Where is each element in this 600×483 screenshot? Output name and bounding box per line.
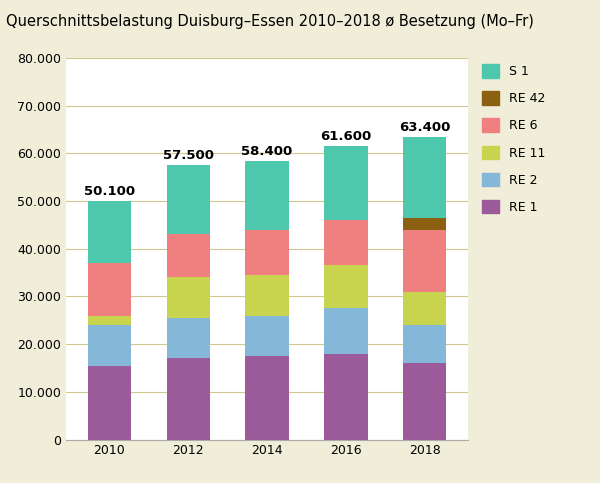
Bar	[245, 275, 289, 315]
Text: 50.100: 50.100	[84, 185, 135, 198]
Bar	[403, 137, 446, 218]
Bar	[88, 315, 131, 325]
Bar	[324, 146, 368, 220]
Bar	[403, 325, 446, 363]
Bar	[167, 318, 210, 358]
Text: 63.400: 63.400	[399, 121, 451, 134]
Bar	[88, 263, 131, 315]
Bar	[324, 308, 368, 354]
Bar	[245, 229, 289, 275]
Bar	[324, 266, 368, 308]
Bar	[324, 220, 368, 266]
Bar	[167, 277, 210, 318]
Bar	[88, 200, 131, 263]
Legend: S 1, RE 42, RE 6, RE 11, RE 2, RE 1: S 1, RE 42, RE 6, RE 11, RE 2, RE 1	[482, 64, 545, 214]
Bar	[403, 363, 446, 440]
Bar	[167, 358, 210, 440]
Bar	[324, 354, 368, 440]
Text: Querschnittsbelastung Duisburg–Essen 2010–2018 ø Besetzung (Mo–Fr): Querschnittsbelastung Duisburg–Essen 201…	[6, 14, 534, 29]
Bar	[245, 315, 289, 356]
Text: 58.400: 58.400	[241, 145, 293, 158]
Bar	[88, 366, 131, 440]
Bar	[403, 218, 446, 229]
Bar	[245, 356, 289, 440]
Text: 57.500: 57.500	[163, 149, 214, 162]
Bar	[167, 165, 210, 234]
Bar	[403, 292, 446, 325]
Bar	[167, 234, 210, 277]
Bar	[245, 161, 289, 229]
Bar	[88, 325, 131, 366]
Bar	[403, 229, 446, 292]
Text: 61.600: 61.600	[320, 130, 371, 143]
